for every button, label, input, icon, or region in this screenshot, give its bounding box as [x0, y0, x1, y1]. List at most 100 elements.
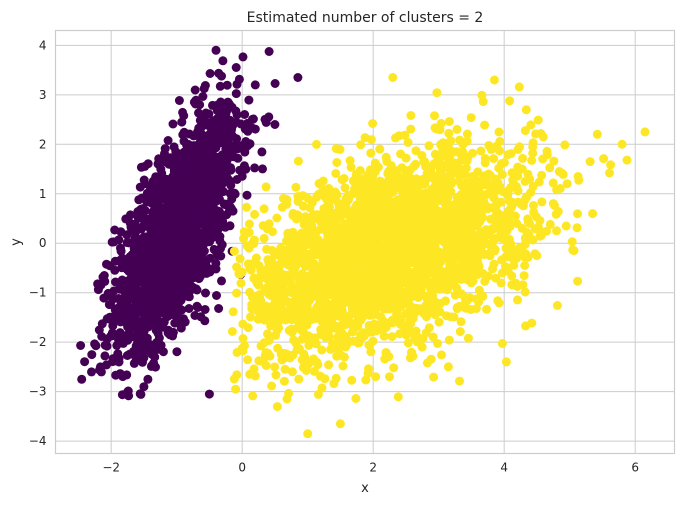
data-point [430, 193, 440, 203]
data-point [478, 97, 488, 107]
data-point [225, 221, 235, 231]
data-point [259, 233, 269, 243]
data-point [247, 114, 257, 124]
data-point [379, 323, 389, 333]
data-point [379, 331, 389, 341]
data-point [150, 274, 160, 284]
data-point [217, 71, 226, 81]
data-point [388, 73, 398, 82]
data-point [371, 372, 381, 382]
data-point [171, 147, 181, 157]
data-point [243, 259, 253, 269]
data-point [282, 245, 292, 255]
data-point [521, 249, 531, 259]
data-point [112, 314, 122, 324]
data-point [380, 264, 389, 273]
data-point [135, 182, 145, 192]
data-point [345, 156, 355, 166]
data-point [141, 214, 151, 224]
data-point [242, 202, 252, 212]
data-point [412, 180, 422, 190]
data-point [148, 176, 158, 186]
data-point [376, 182, 386, 192]
data-point [291, 182, 301, 192]
data-point [304, 251, 314, 261]
data-point [147, 361, 157, 371]
data-point [253, 307, 263, 316]
data-point [131, 353, 141, 363]
data-point [397, 163, 407, 173]
data-point [393, 280, 403, 290]
data-point [447, 218, 457, 228]
data-point [298, 191, 308, 201]
data-point [523, 217, 533, 227]
data-point [333, 293, 343, 303]
data-point [310, 333, 320, 343]
data-point [87, 367, 96, 377]
data-point [481, 190, 491, 200]
data-point [309, 366, 319, 376]
data-point [450, 290, 460, 300]
data-point [272, 213, 282, 223]
data-point [323, 289, 333, 299]
data-point [194, 167, 204, 177]
data-point [431, 257, 441, 267]
data-point [367, 176, 377, 186]
data-point [147, 349, 157, 359]
data-point [214, 126, 224, 136]
data-point [351, 296, 361, 305]
data-point [138, 285, 148, 295]
data-point [504, 216, 514, 226]
data-point [497, 255, 507, 265]
data-point [462, 181, 471, 191]
data-point [139, 299, 149, 309]
data-point [397, 251, 406, 261]
data-point [188, 207, 198, 217]
data-point [435, 125, 445, 135]
data-point [296, 325, 306, 335]
data-point [279, 272, 289, 282]
data-point [311, 233, 321, 243]
data-point [531, 129, 541, 139]
data-point [435, 159, 445, 168]
data-point [302, 301, 312, 311]
data-point [392, 195, 402, 205]
data-point [448, 227, 458, 237]
data-point [321, 316, 331, 326]
data-point [113, 303, 123, 313]
x-tick-label: 4 [500, 461, 508, 475]
data-point [437, 179, 447, 189]
data-point [80, 357, 90, 367]
data-point [341, 287, 351, 297]
data-point [348, 220, 357, 230]
data-point [77, 374, 87, 384]
data-point [451, 274, 461, 283]
data-point [470, 189, 480, 199]
data-point [466, 260, 476, 270]
data-point [201, 288, 210, 298]
data-point [519, 196, 529, 206]
data-point [503, 266, 513, 276]
data-point [361, 375, 371, 385]
data-point [367, 239, 377, 249]
data-point [212, 191, 221, 201]
data-point [551, 209, 561, 219]
data-point [519, 271, 529, 281]
data-point [123, 387, 133, 397]
data-point [168, 119, 178, 129]
data-point [221, 174, 231, 183]
data-point [293, 156, 303, 166]
data-point [443, 269, 453, 279]
data-point [105, 312, 115, 322]
data-point [230, 189, 240, 199]
data-point [118, 332, 128, 342]
data-point [442, 160, 452, 170]
data-point [530, 249, 540, 259]
data-point [319, 204, 329, 214]
data-point [216, 251, 226, 261]
data-point [505, 96, 515, 106]
data-point [272, 402, 282, 412]
data-point [240, 110, 250, 119]
data-point [527, 155, 537, 165]
data-point [322, 185, 332, 195]
